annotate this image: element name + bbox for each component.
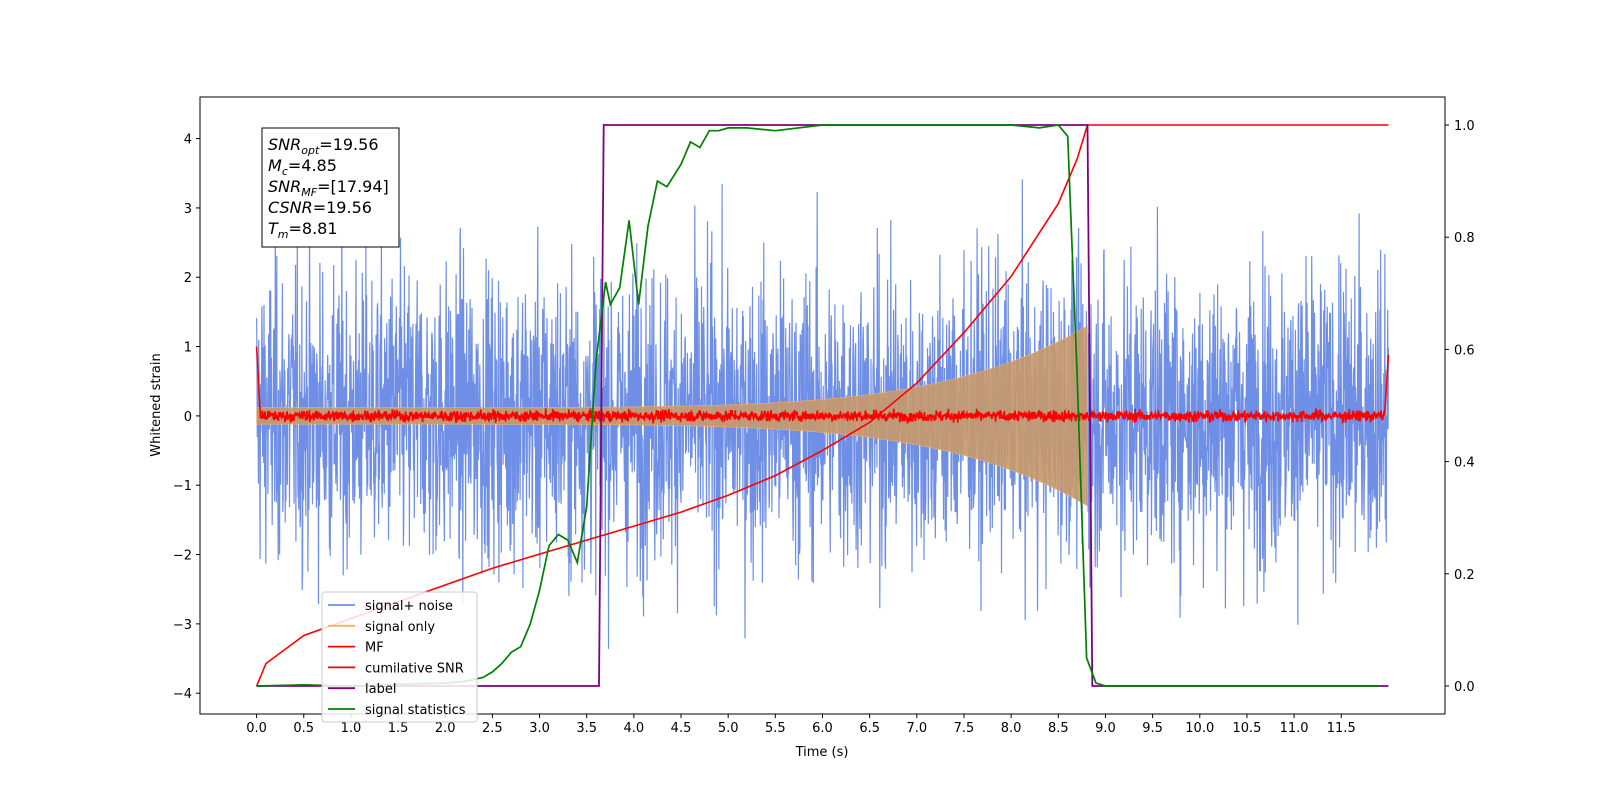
- series-signal-statistics: [256, 124, 1379, 687]
- y-tick-label: 2: [184, 271, 192, 286]
- y2-tick-label: 0.4: [1454, 456, 1475, 471]
- x-tick-label: 11.0: [1280, 721, 1309, 736]
- stat-line: CSNR=19.56: [268, 198, 372, 217]
- x-tick-label: 7.0: [906, 721, 927, 736]
- x-tick-label: 0.5: [293, 721, 314, 736]
- series-mf: [255, 346, 1390, 425]
- x-tick-label: 1.0: [341, 721, 362, 736]
- x-tick-label: 1.5: [388, 721, 409, 736]
- x-tick-label: 2.5: [482, 721, 503, 736]
- x-tick-label: 8.0: [1001, 721, 1022, 736]
- legend: signal+ noise signal only MF cumilative SNR…: [321, 591, 478, 723]
- y-tick-label: 1: [184, 341, 192, 356]
- stat-line: Tm=8.81: [268, 219, 338, 241]
- y2-tick-label: 0.2: [1454, 568, 1475, 583]
- legend-label: signal statistics: [365, 703, 466, 718]
- x-tick-label: 3.5: [576, 721, 597, 736]
- stats-box: SNRopt=19.56Mc=4.85SNRMF=[17.94]CSNR=19.…: [261, 127, 400, 248]
- legend-label: label: [365, 682, 396, 697]
- x-axis-label: Time (s): [795, 745, 849, 760]
- stats-box-frame: [261, 127, 400, 248]
- x-tick-label: 2.0: [435, 721, 456, 736]
- x-tick-label: 6.5: [859, 721, 880, 736]
- x-tick-label: 0.0: [246, 721, 267, 736]
- x-tick-label: 5.5: [765, 721, 786, 736]
- y2-tick-label: 0.6: [1454, 343, 1475, 358]
- y2-tick-label: 0.0: [1454, 680, 1475, 695]
- x-tick-label: 10.0: [1185, 721, 1214, 736]
- x-tick-label: 11.5: [1327, 721, 1356, 736]
- x-tick-label: 4.0: [624, 721, 645, 736]
- legend-label: MF: [365, 641, 384, 656]
- legend-frame: [321, 591, 478, 723]
- x-tick-label: 5.0: [718, 721, 739, 736]
- x-tick-label: 8.5: [1048, 721, 1069, 736]
- y-tick-label: −4: [173, 687, 192, 702]
- x-tick-label: 9.0: [1095, 721, 1116, 736]
- y-tick-label: 0: [184, 410, 192, 425]
- legend-label: cumilative SNR: [365, 661, 464, 676]
- x-tick-label: 10.5: [1232, 721, 1261, 736]
- x-tick-label: 6.0: [812, 721, 833, 736]
- y2-tick-label: 0.8: [1454, 231, 1475, 246]
- y-tick-label: −2: [173, 549, 192, 564]
- y-tick-label: 4: [184, 133, 192, 148]
- stat-line: SNRMF=[17.94]: [268, 177, 389, 199]
- x-tick-label: 4.5: [671, 721, 692, 736]
- x-tick-label: 7.5: [954, 721, 975, 736]
- y2-tick-label: 1.0: [1454, 119, 1475, 134]
- y-axis-label: Whitened strain: [149, 353, 164, 456]
- y-tick-label: −1: [173, 479, 192, 494]
- stat-line: Mc=4.85: [268, 156, 337, 178]
- y-tick-label: −3: [173, 618, 192, 633]
- x-tick-label: 3.0: [529, 721, 550, 736]
- x-tick-label: 9.5: [1142, 721, 1163, 736]
- legend-label: signal+ noise: [365, 599, 453, 614]
- y-tick-label: 3: [184, 202, 192, 217]
- legend-label: signal only: [365, 620, 435, 635]
- stat-line: SNRopt=19.56: [268, 135, 379, 157]
